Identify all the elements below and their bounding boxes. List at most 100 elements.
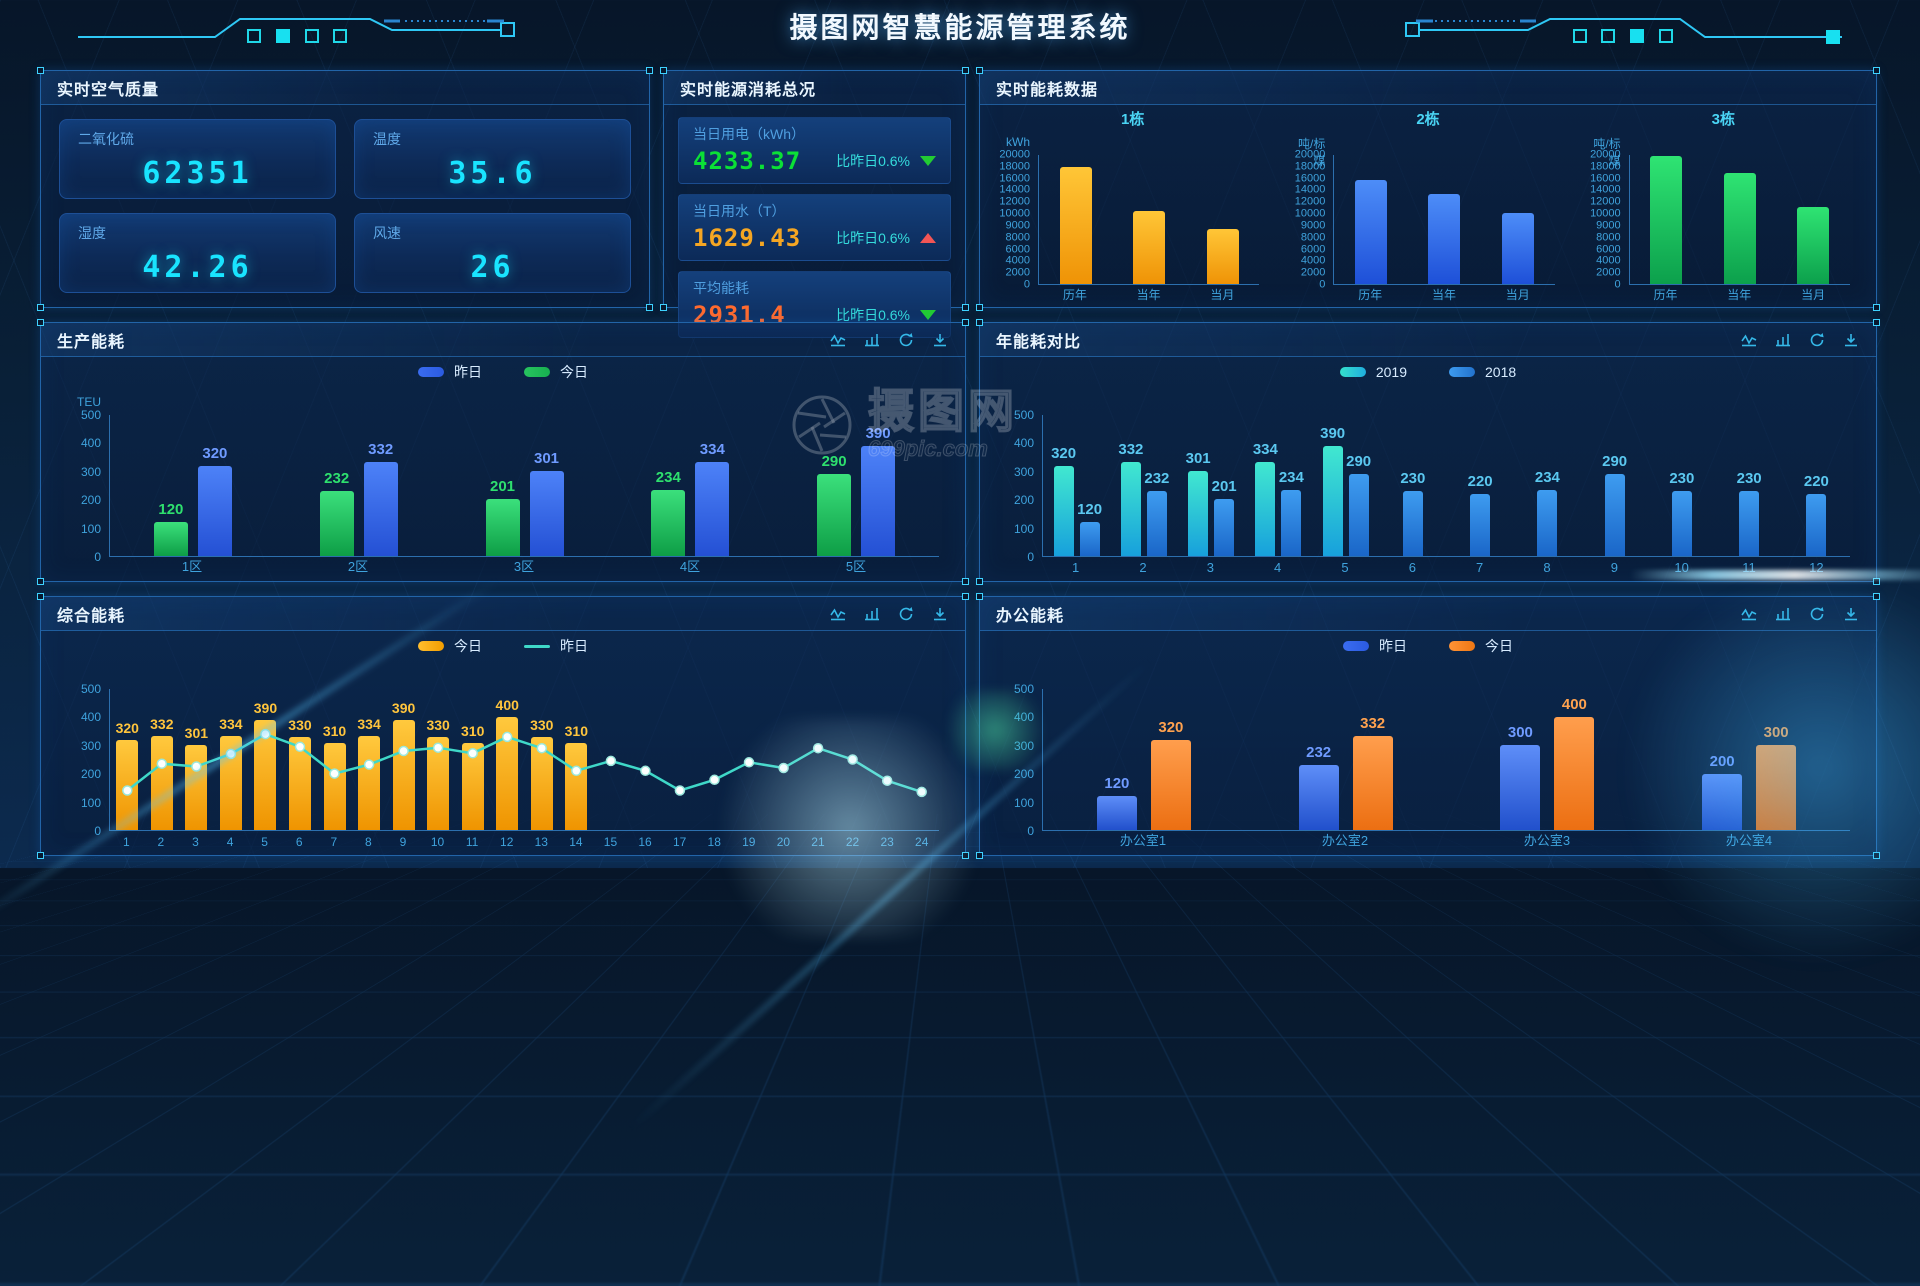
panel-title: 实时能源消耗总况: [680, 81, 817, 99]
line-chart-icon[interactable]: [829, 332, 847, 348]
y-tick-label: 14000: [1294, 183, 1326, 196]
legend-item-2019[interactable]: 2019: [1339, 364, 1407, 380]
line-chart-icon[interactable]: [829, 606, 847, 622]
y-tick-label: 6000: [1596, 243, 1621, 256]
x-category-label: 7: [330, 835, 338, 849]
bar-2018: [1348, 474, 1369, 556]
bar-今日: [565, 742, 588, 830]
bar-今日: [116, 739, 139, 830]
bar-value-label: 290: [1602, 453, 1628, 471]
refresh-icon[interactable]: [1808, 332, 1826, 348]
bar-2019: [1053, 465, 1074, 556]
panel-title: 综合能耗: [57, 607, 126, 625]
legend-item-今日[interactable]: 今日: [1449, 636, 1513, 656]
legend-swatch: [524, 367, 550, 377]
y-tick-label: 300: [80, 464, 101, 479]
bar-昨日: [529, 471, 564, 556]
x-category-label: 23: [880, 835, 894, 849]
refresh-icon[interactable]: [897, 332, 915, 348]
chart-legend: 昨日 今日: [992, 633, 1864, 659]
corner-decoration: [976, 593, 983, 600]
y-tick-label: 500: [80, 408, 101, 422]
bar-昨日: [1298, 764, 1339, 830]
x-axis: 1 2 3 4 5 6 7 8 9 10 11 12: [1042, 557, 1850, 577]
consumption-row-electricity: 当日用电（kWh） 4233.37 比昨日0.6%: [678, 117, 951, 184]
download-icon[interactable]: [931, 332, 949, 348]
x-category-label: 16: [638, 835, 652, 849]
legend-item-昨日[interactable]: 昨日: [1343, 636, 1407, 656]
y-tick-label: 10000: [1590, 207, 1621, 220]
legend-item-昨日[interactable]: 昨日: [524, 636, 588, 656]
bar-value-label: 310: [461, 722, 485, 739]
plot-area: 0 2000 4000 6000 8000 9000 10000 12000 14000 1600…: [992, 131, 1273, 305]
legend-item-2018[interactable]: 2018: [1449, 364, 1516, 380]
corner-decoration: [962, 593, 969, 600]
bar-今日: [530, 736, 553, 830]
x-category-label: 办公室4: [1725, 833, 1773, 848]
x-category-label: 当年: [1727, 288, 1752, 302]
line-chart-icon[interactable]: [1740, 332, 1758, 348]
panel-header: 年能耗对比: [980, 323, 1876, 357]
panel-header: 办公能耗: [980, 597, 1876, 631]
y-tick-label: 18000: [1294, 160, 1326, 173]
x-category-label: 20: [776, 835, 791, 849]
x-category-label: 9: [399, 835, 407, 849]
bar-1栋: [1206, 228, 1239, 284]
corner-decoration: [1873, 593, 1880, 600]
y-tick-label: 100: [1013, 795, 1034, 810]
refresh-icon[interactable]: [1808, 606, 1826, 622]
x-category-label: 4: [226, 835, 234, 849]
trend-arrow-icon: [920, 156, 936, 166]
bar-value-label: 320: [115, 719, 139, 736]
legend-item-今日[interactable]: 今日: [524, 362, 588, 382]
download-icon[interactable]: [931, 606, 949, 622]
bar-value-label: 232: [324, 469, 350, 487]
y-tick-label: 4000: [1005, 254, 1030, 267]
legend-swatch: [418, 367, 444, 377]
y-axis: 0 100 200 300 400 500: [992, 409, 1034, 563]
bar-昨日: [1096, 796, 1137, 830]
bar-value-label: 332: [1360, 715, 1386, 733]
panel-consumption-summary: 实时能源消耗总况 当日用电（kWh） 4233.37 比昨日0.6% 当日用水（…: [660, 67, 969, 338]
legend-swatch: [1343, 641, 1369, 651]
y-tick-label: 18000: [1590, 160, 1621, 173]
x-category-label: 5区: [845, 559, 867, 574]
plot-area: 0 100 200 300 400 500 120 320 232 332 300 400 200 300…: [992, 659, 1864, 851]
y-tick-label: 0: [94, 550, 101, 564]
y-tick-label: 500: [80, 682, 101, 696]
bar-2栋: [1355, 179, 1388, 284]
legend-item-昨日[interactable]: 昨日: [418, 362, 482, 382]
y-tick-label: 400: [1013, 436, 1034, 451]
line-chart-icon[interactable]: [1740, 606, 1758, 622]
download-icon[interactable]: [1842, 606, 1860, 622]
y-tick-label: 2000: [1596, 266, 1621, 279]
bar-今日: [1554, 717, 1595, 830]
plot-region: [1333, 155, 1555, 285]
bar-1栋: [1059, 166, 1092, 284]
bar-chart-icon[interactable]: [1774, 606, 1792, 622]
bar-chart-icon[interactable]: [863, 606, 881, 622]
bar-value-label: 120: [1104, 775, 1130, 793]
x-axis: 1 2 3 4 5 6 7 8 9 10 11 12 13 14 15 16 17 18 19 20 21 22 23 24: [109, 831, 939, 851]
chart-building-1: 1栋 0 2000 4000 6000 8000 9000 10000 12000 14000 16…: [992, 109, 1273, 305]
chart-subtitle: 3栋: [1711, 111, 1735, 128]
bar-value-label: 330: [288, 716, 312, 733]
legend-item-今日[interactable]: 今日: [418, 636, 482, 656]
bar-chart-icon[interactable]: [1774, 332, 1792, 348]
bar-2019: [1255, 461, 1276, 556]
consumption-row-water: 当日用水（T） 1629.43 比昨日0.6%: [678, 194, 951, 261]
download-icon[interactable]: [1842, 332, 1860, 348]
bar-今日: [358, 735, 381, 830]
chart-subtitle: 1栋: [1120, 111, 1145, 128]
refresh-icon[interactable]: [897, 606, 915, 622]
x-category-label: 18: [707, 835, 721, 849]
plot-area: 0 2000 4000 6000 8000 9000 10000 12000 14000 1600…: [1583, 131, 1864, 305]
bar-3栋: [1797, 206, 1830, 284]
bar-chart-icon[interactable]: [863, 332, 881, 348]
x-category-label: 2: [1139, 560, 1147, 575]
plot-region: 120 320 232 332 300 400 200 300: [1042, 689, 1850, 831]
bar-今日: [461, 742, 484, 830]
trend-arrow-icon: [920, 310, 936, 320]
corner-decoration: [1873, 304, 1880, 311]
legend-label: 2018: [1485, 364, 1517, 380]
